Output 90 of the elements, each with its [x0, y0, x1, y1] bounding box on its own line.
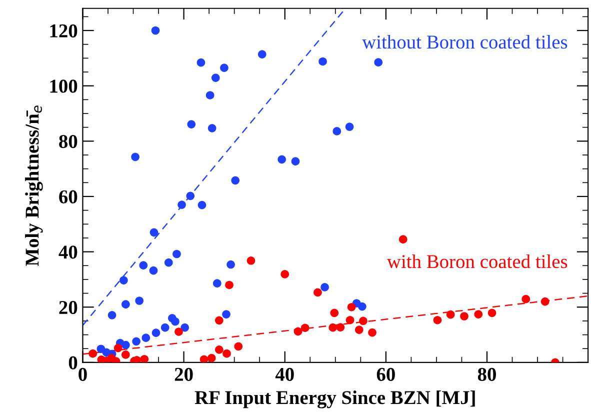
point [142, 334, 150, 342]
point [318, 57, 327, 66]
point [180, 323, 189, 332]
point [522, 294, 530, 304]
point [226, 260, 235, 269]
point [88, 349, 98, 358]
x-tick-label: 20 [174, 368, 193, 381]
point [314, 288, 322, 297]
point [139, 261, 148, 270]
point [108, 310, 116, 320]
point [174, 328, 183, 336]
point [328, 323, 338, 332]
point [540, 297, 550, 306]
point [332, 127, 342, 136]
y-tick-label: 100 [50, 80, 78, 93]
point [368, 328, 376, 337]
point [171, 317, 180, 326]
series-label: with Boron coated tiles [386, 254, 568, 268]
point [258, 50, 266, 58]
point [300, 324, 310, 332]
point [346, 316, 354, 324]
point [246, 256, 256, 265]
x-tick-label: 80 [478, 368, 496, 381]
point [347, 302, 356, 312]
point [294, 327, 302, 336]
y-axis-title: Moly Brightness/n̄$_{e}$ [25, 106, 43, 266]
point [206, 91, 214, 100]
point [222, 349, 231, 358]
point [186, 192, 195, 200]
y-tick-label: 80 [59, 134, 78, 148]
y-tick-label: 120 [50, 24, 78, 38]
point [208, 124, 216, 132]
point [280, 270, 290, 278]
point [374, 58, 383, 66]
x-tick-label: 0 [78, 368, 87, 381]
point [291, 157, 300, 166]
point [140, 354, 149, 362]
point [336, 323, 345, 332]
x-axis-title: RF Input Energy Since BZN [MJ] [194, 390, 475, 408]
point [320, 283, 329, 292]
point [222, 310, 230, 318]
point [354, 326, 364, 334]
x-tick-label: 40 [275, 368, 294, 381]
y-tick-label: 60 [59, 190, 78, 204]
point [151, 26, 160, 35]
point [114, 344, 122, 352]
point [225, 280, 234, 290]
point [215, 346, 224, 354]
point [207, 354, 216, 362]
point [359, 316, 368, 326]
point [178, 200, 186, 209]
point [131, 152, 140, 162]
y-tick-label: 40 [58, 246, 78, 259]
point [446, 310, 455, 319]
point [433, 316, 442, 324]
point [132, 356, 141, 362]
x-tick-label: 60 [376, 368, 395, 381]
point [398, 235, 408, 244]
point [358, 302, 366, 311]
point [488, 308, 496, 318]
point [132, 337, 140, 346]
point [278, 155, 286, 164]
point [196, 58, 206, 67]
point [474, 310, 483, 318]
y-tick-label: 20 [59, 300, 78, 314]
point [460, 312, 468, 320]
point [345, 122, 354, 131]
point [198, 200, 206, 210]
point [220, 64, 228, 72]
point [150, 228, 158, 237]
point [120, 276, 128, 284]
point [200, 355, 208, 362]
point [234, 342, 243, 351]
point [152, 328, 160, 338]
point [164, 258, 173, 267]
point [122, 350, 130, 359]
point [211, 74, 220, 82]
y-tick-label: 0 [68, 356, 78, 370]
point [160, 323, 170, 332]
point [231, 176, 240, 185]
point [149, 266, 158, 275]
point [212, 279, 222, 288]
point [172, 250, 181, 258]
point [135, 296, 144, 305]
point [122, 340, 130, 350]
point [330, 308, 339, 318]
point [215, 316, 224, 325]
point [122, 300, 130, 309]
point [187, 120, 196, 128]
series-label: without Boron coated tiles [362, 34, 568, 49]
